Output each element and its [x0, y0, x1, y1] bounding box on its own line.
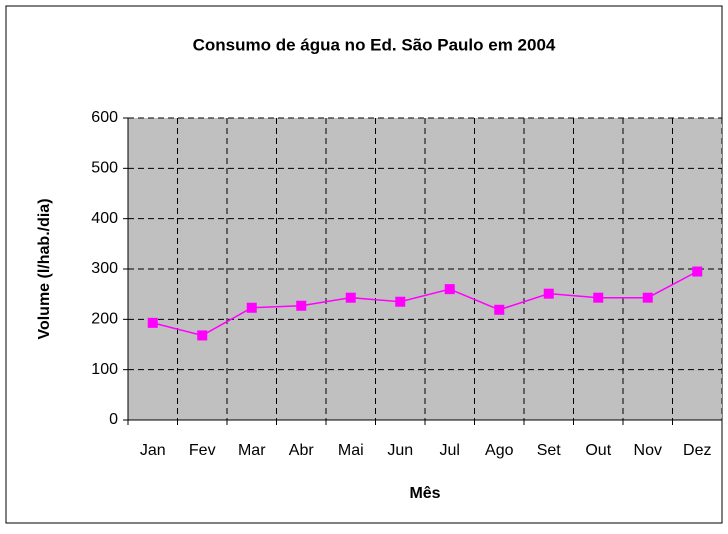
y-axis-title: Volume (l/hab./dia) — [36, 198, 53, 339]
x-tick-label: Set — [537, 442, 562, 459]
marker — [296, 300, 307, 311]
x-tick-label: Ago — [485, 442, 514, 459]
y-tick-label: 200 — [91, 311, 118, 328]
x-tick-label: Out — [585, 442, 611, 459]
y-tick-label: 500 — [91, 160, 118, 177]
marker — [345, 292, 356, 303]
marker — [593, 292, 604, 303]
y-tick-label: 300 — [91, 260, 118, 277]
x-tick-label: Mar — [238, 442, 266, 459]
x-tick-label: Abr — [289, 442, 315, 459]
x-tick-label: Mai — [338, 442, 364, 459]
marker — [395, 296, 406, 307]
y-tick-label: 0 — [109, 411, 118, 428]
marker — [147, 317, 158, 328]
marker — [246, 302, 257, 313]
marker — [444, 284, 455, 295]
x-tick-label: Jan — [140, 442, 166, 459]
series-line — [152, 270, 698, 337]
x-tick-label: Fev — [189, 442, 216, 459]
x-tick-label: Nov — [634, 442, 662, 459]
marker — [543, 288, 554, 299]
marker — [494, 304, 505, 315]
x-axis-title: Mês — [409, 485, 440, 502]
marker — [197, 330, 208, 341]
chart-title: Consumo de água no Ed. São Paulo em 2004 — [193, 35, 556, 54]
marker — [642, 292, 653, 303]
x-tick-label: Jun — [387, 442, 413, 459]
y-tick-label: 400 — [91, 210, 118, 227]
y-tick-label: 100 — [91, 361, 118, 378]
y-tick-label: 600 — [91, 109, 118, 126]
x-tick-label: Jul — [440, 442, 460, 459]
x-tick-label: Dez — [683, 442, 711, 459]
marker — [692, 266, 703, 277]
